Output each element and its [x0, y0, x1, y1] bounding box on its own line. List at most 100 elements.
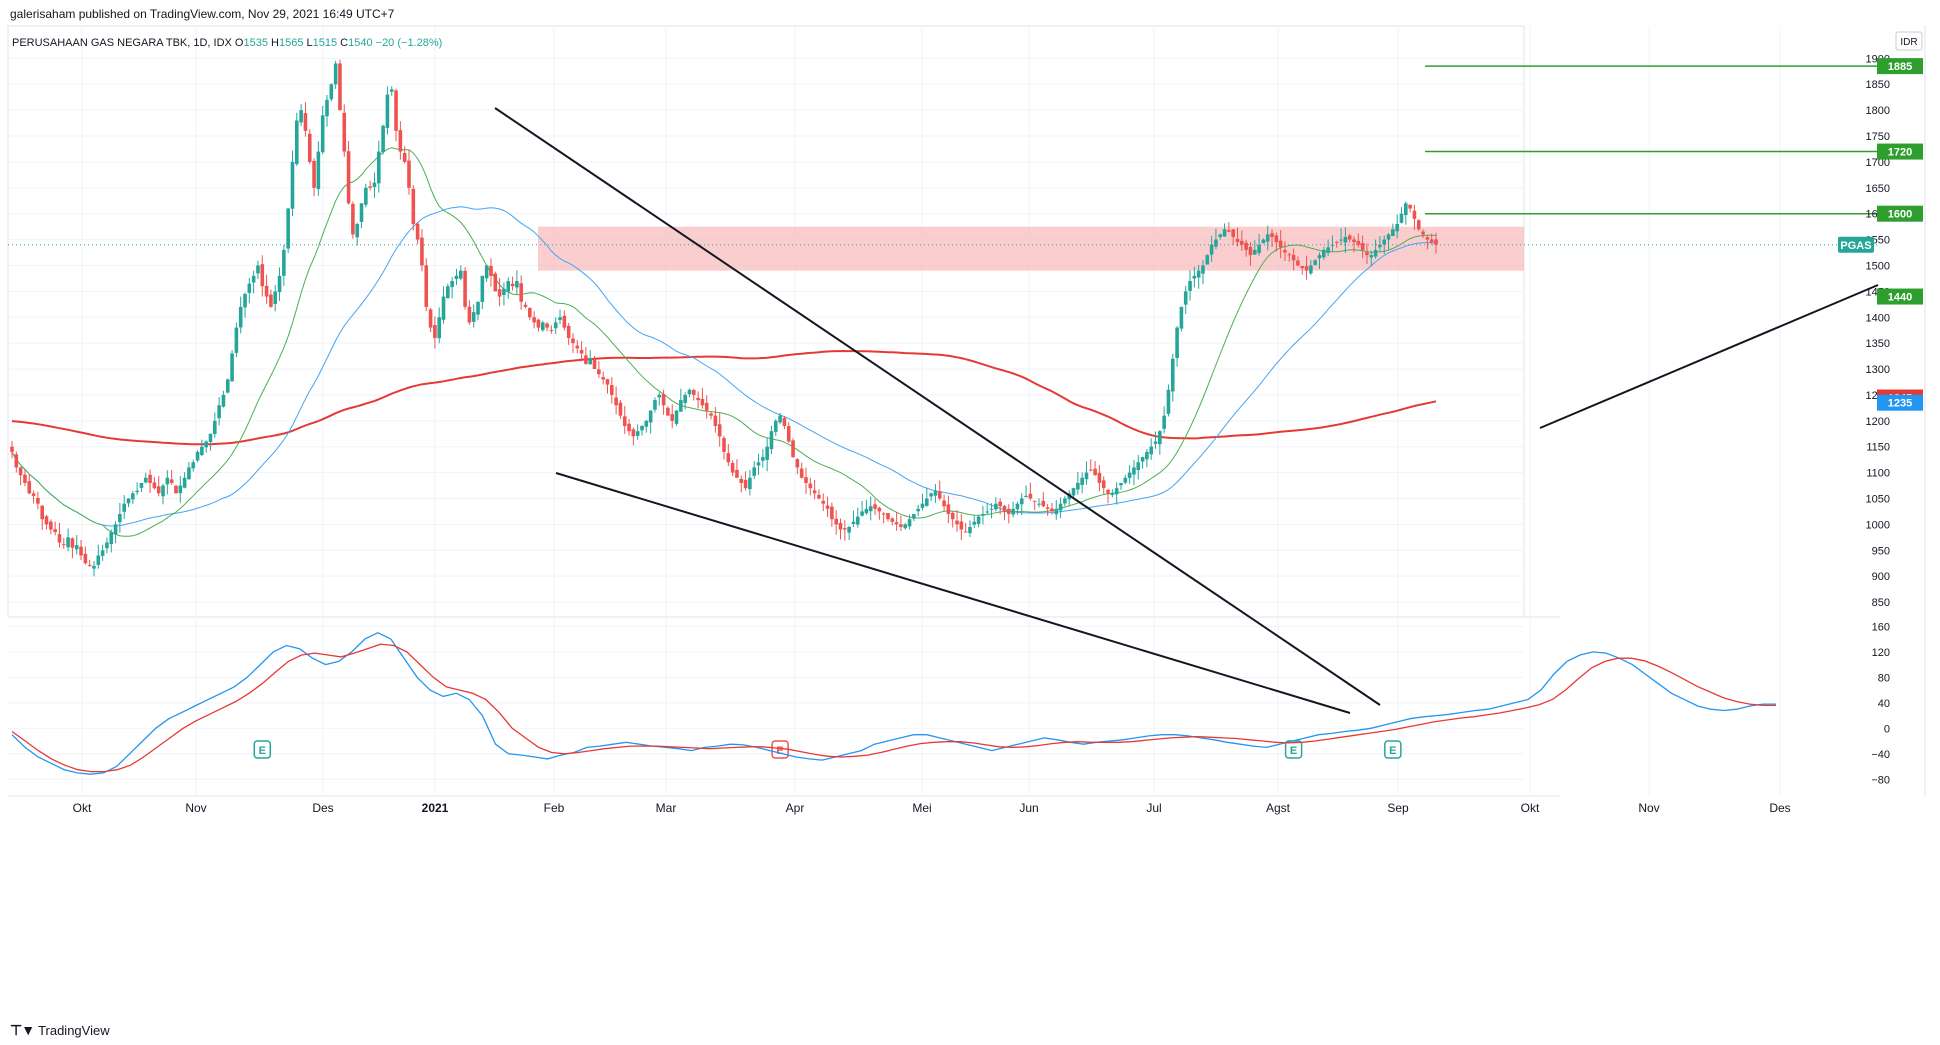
candle-body	[618, 402, 623, 416]
candle-body	[972, 521, 977, 525]
candle	[96, 544, 101, 569]
candle-body	[402, 152, 407, 162]
footer-brand[interactable]: ⊤▼ TradingView	[10, 1022, 110, 1039]
price-tick-label: 1000	[1866, 519, 1890, 531]
candle	[161, 483, 165, 505]
candle	[79, 539, 83, 561]
legend-text: PERUSAHAAN GAS NEGARA TBK, 1D, IDX O1535…	[12, 37, 442, 49]
candle-body	[385, 94, 390, 128]
candle	[808, 477, 813, 496]
candle-body	[549, 330, 554, 332]
candle-body	[14, 454, 19, 468]
candle	[907, 514, 912, 530]
candle	[791, 438, 795, 458]
candle	[864, 499, 869, 515]
candle-body	[610, 385, 614, 395]
candle-body	[1261, 239, 1266, 244]
candle-body	[933, 490, 938, 496]
candle-body	[247, 283, 252, 293]
earnings-icon	[1384, 740, 1402, 759]
candle	[450, 277, 454, 299]
price-tick-label: 1050	[1866, 493, 1890, 505]
candle	[1334, 240, 1339, 248]
candle-body	[1283, 249, 1287, 253]
candle	[1278, 230, 1283, 259]
candle	[100, 544, 105, 561]
price-tag-bg	[1877, 205, 1923, 222]
candle-body	[131, 493, 135, 500]
candle-body	[881, 513, 886, 515]
osc-tick-label: 80	[1878, 672, 1890, 684]
candle-body	[290, 161, 295, 209]
candle-body	[122, 503, 126, 512]
candle-body	[1196, 270, 1201, 278]
candle-body	[376, 151, 381, 184]
candle-body	[1119, 482, 1123, 486]
candle	[407, 149, 411, 195]
candle	[502, 282, 506, 306]
candle	[433, 316, 437, 349]
candle	[295, 112, 299, 166]
candle	[10, 441, 14, 459]
candle-body	[756, 462, 761, 466]
candle-body	[696, 397, 700, 401]
candle	[92, 561, 96, 577]
candle-body	[23, 474, 27, 483]
candle-body	[761, 457, 765, 461]
candle	[635, 424, 640, 440]
candle-body	[178, 485, 183, 494]
price-tags: 188517201600144012451235PGAS	[1838, 58, 1923, 411]
candle-body	[1170, 358, 1175, 392]
candle	[696, 391, 700, 409]
ma20-line	[11, 147, 1437, 537]
candle	[1170, 353, 1175, 402]
candle-body	[1412, 210, 1417, 219]
price-tag-bg	[1877, 394, 1923, 411]
candle-body	[968, 526, 972, 534]
candle-body	[834, 518, 838, 525]
candle-body	[959, 521, 964, 530]
candle	[1196, 264, 1201, 289]
candle	[238, 296, 243, 334]
candle	[1313, 259, 1317, 266]
candle-body	[804, 477, 808, 483]
price-tick-label: 1750	[1866, 131, 1890, 143]
candle-body	[1136, 462, 1141, 470]
candle	[657, 392, 662, 406]
candle	[674, 410, 679, 426]
candle	[1076, 472, 1080, 495]
candle	[558, 309, 562, 325]
candle-body	[40, 505, 45, 520]
price-tick-label: 900	[1872, 571, 1890, 583]
candle	[1097, 465, 1102, 492]
candle-body	[389, 89, 394, 92]
supply-zone	[538, 226, 1524, 271]
candle	[1015, 501, 1020, 515]
candle-body	[950, 512, 955, 520]
candle	[920, 493, 925, 511]
candle	[661, 389, 666, 415]
candle	[773, 419, 778, 437]
candle-body	[1395, 224, 1399, 232]
price-tag-bg	[1877, 58, 1923, 75]
candle	[825, 496, 830, 517]
candle-body	[912, 514, 916, 519]
candle-body	[359, 203, 364, 222]
candle-body	[333, 63, 338, 85]
candle	[359, 203, 364, 228]
candle-body	[225, 379, 230, 393]
candle	[1322, 246, 1326, 260]
candle-body	[105, 542, 109, 549]
oscillator-line-2	[11, 643, 1776, 773]
candle	[648, 410, 653, 434]
candle	[428, 307, 433, 332]
candle	[1395, 214, 1399, 239]
candle	[726, 444, 731, 467]
price-tick-label: 1650	[1866, 183, 1890, 195]
candle-body	[1153, 441, 1158, 444]
candle	[955, 510, 959, 532]
candle-body	[1300, 265, 1305, 269]
candle	[610, 377, 614, 404]
candle-body	[70, 538, 75, 548]
